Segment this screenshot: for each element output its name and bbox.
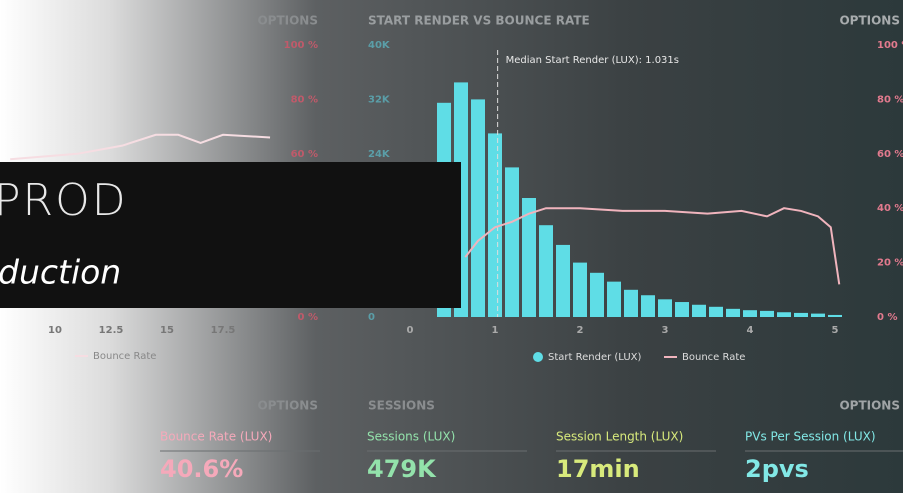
bar (607, 281, 621, 317)
left-panel: OPTIONS 0 % 60 % 80 % 100 % 10 12.5 15 17.5 Boun… (10, 14, 318, 362)
x-tick-label: 1 (492, 325, 499, 336)
x-tick-label: 17.5 (211, 325, 236, 336)
bar (624, 289, 638, 317)
x-tick-label: 5 (832, 325, 839, 336)
bar (828, 314, 842, 317)
y-tick-label: 32K (368, 94, 391, 105)
options-button[interactable]: OPTIONS (839, 399, 900, 413)
bar (777, 312, 791, 317)
y2-tick-label: 80 % (877, 94, 903, 105)
line-series (464, 207, 841, 285)
bar (471, 99, 485, 318)
x-tick-label: 10 (48, 325, 62, 336)
overlay-box: PROD duction (0, 162, 461, 308)
y-tick-label: 40K (368, 40, 391, 51)
y2-tick-label: 20 % (877, 258, 903, 269)
bar (658, 299, 672, 317)
x-tick-label: 3 (662, 325, 669, 336)
bottom-panel: OPTIONS SESSIONS OPTIONS Bounce Rate (LU… (160, 399, 903, 483)
legend-label: Bounce Rate (682, 352, 745, 363)
x-tick-label: 0 (407, 325, 414, 336)
y-tick-label: 100 % (284, 40, 318, 51)
bar (675, 302, 689, 317)
metric-value: 2pvs (745, 455, 809, 483)
bar (505, 167, 519, 317)
bar (488, 133, 502, 317)
bar (641, 295, 655, 317)
y2-tick-label: 100 % (877, 40, 903, 51)
main-chart: START RENDER VS BOUNCE RATE OPTIONS 0 24K… (368, 14, 903, 364)
x-tick-label: 2 (577, 325, 584, 336)
bar (794, 312, 808, 317)
y2-tick-label: 0 % (877, 312, 897, 323)
y-tick-label: 60 % (291, 149, 318, 160)
metric-value: 479K (367, 455, 437, 483)
metric-label: PVs Per Session (LUX) (745, 430, 876, 444)
section-title: SESSIONS (368, 399, 435, 413)
legend-label: Start Render (LUX) (548, 352, 642, 363)
x-tick-label: 12.5 (99, 325, 124, 336)
legend-swatch (533, 352, 543, 362)
bar (556, 244, 570, 317)
bar (539, 225, 553, 317)
metric-value: 40.6% (160, 455, 243, 483)
legend-label: Bounce Rate (93, 351, 156, 362)
x-tick-label: 15 (160, 325, 174, 336)
bar (743, 310, 757, 317)
y-tick-label: 0 (368, 312, 375, 323)
metric-label: Session Length (LUX) (556, 430, 683, 444)
bar (692, 304, 706, 317)
bar (573, 262, 587, 317)
chart-title: START RENDER VS BOUNCE RATE (368, 14, 590, 28)
y-tick-label: 0 % (298, 312, 318, 323)
metric-label: Bounce Rate (LUX) (160, 430, 272, 444)
metric-value: 17min (556, 455, 640, 483)
options-button[interactable]: OPTIONS (839, 14, 900, 28)
bar (709, 306, 723, 317)
bar (726, 308, 740, 317)
overlay-title: PROD (0, 175, 128, 226)
x-tick-label: 4 (747, 325, 754, 336)
bar (590, 272, 604, 317)
annotation: Median Start Render (LUX): 1.031s (506, 55, 679, 66)
bar (811, 313, 825, 317)
options-button[interactable]: OPTIONS (257, 14, 318, 28)
options-button[interactable]: OPTIONS (257, 399, 318, 413)
bar (760, 310, 774, 317)
bar (522, 198, 536, 317)
line-series (10, 133, 271, 161)
y2-tick-label: 40 % (877, 203, 903, 214)
metric-label: Sessions (LUX) (367, 430, 455, 444)
overlay-subtitle: duction (0, 253, 121, 292)
y-tick-label: 24K (368, 149, 391, 160)
y2-tick-label: 60 % (877, 149, 903, 160)
y-tick-label: 80 % (291, 94, 318, 105)
overlay-background (0, 162, 461, 308)
